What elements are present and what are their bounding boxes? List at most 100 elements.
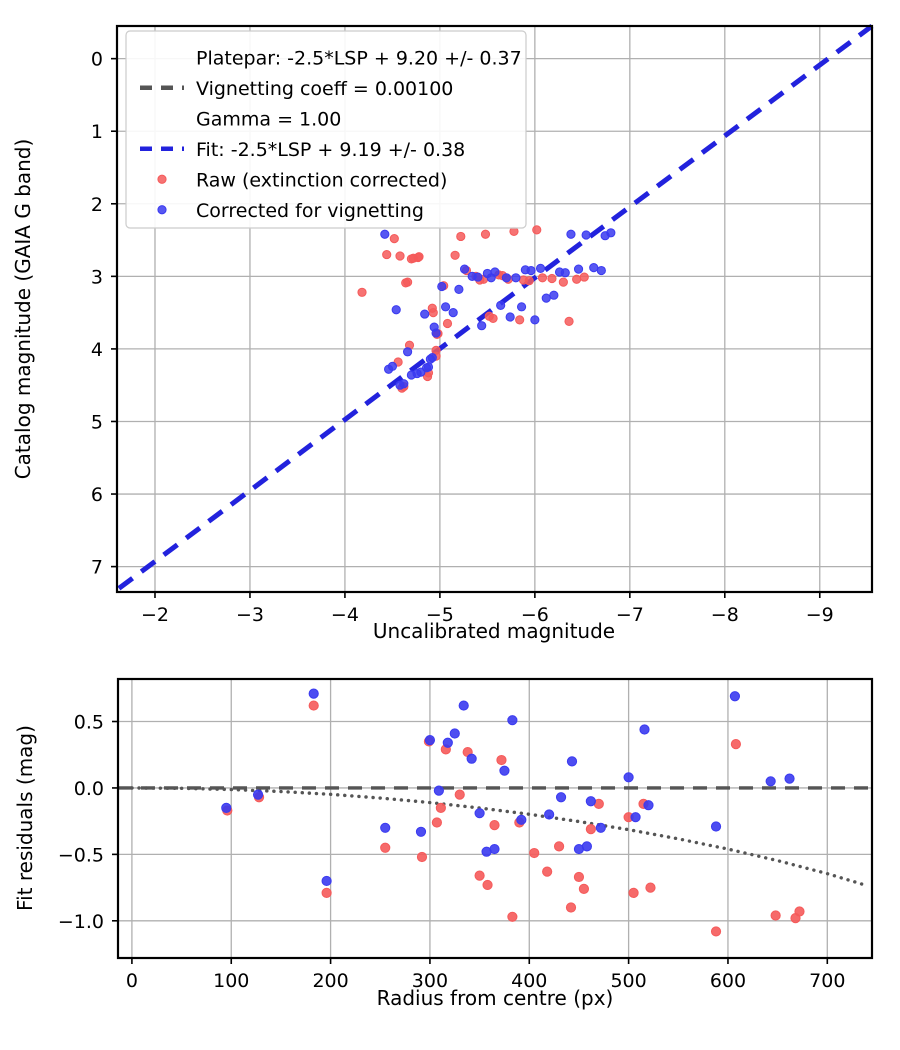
bottom-plot-svg: 0 100 200 300 400 500 600 700 0.5 0.0 −0.5 −1.0 Ra… [13, 677, 874, 1010]
scatter-point [424, 735, 436, 746]
scatter-point [454, 284, 464, 295]
scatter-point [628, 887, 639, 898]
scatter-point [535, 263, 546, 273]
bottom-x-tick-4: 400 [511, 970, 547, 992]
scatter-point [448, 308, 458, 318]
top-y-tick-3: 3 [91, 266, 103, 288]
scatter-point [403, 347, 413, 357]
bottom-plot-x-tick-labels: 0 100 200 300 400 500 600 700 [126, 970, 846, 992]
scatter-point [560, 268, 570, 278]
scatter-point [422, 371, 433, 382]
scatter-point [643, 800, 654, 811]
bottom-plot-y-axis-title: Fit residuals (mag) [13, 725, 37, 911]
scatter-point [433, 785, 444, 796]
bottom-panel-fit-residuals: 0 100 200 300 400 500 600 700 0.5 0.0 −0.5 −1.0 Ra… [0, 660, 900, 1050]
legend-label-4: Raw (extinction corrected) [196, 169, 447, 191]
scatter-point [566, 229, 576, 239]
scatter-point [415, 826, 427, 837]
scatter-point [555, 792, 567, 803]
scatter-point [459, 264, 470, 274]
scatter-point [308, 688, 319, 699]
bottom-vignetting-model-curve [130, 786, 869, 888]
bottom-series-raw [222, 700, 805, 937]
scatter-point [406, 370, 416, 380]
top-y-tick-0: 0 [91, 49, 103, 71]
scatter-point [490, 267, 500, 277]
top-x-tick-6: −8 [711, 604, 739, 626]
scatter-point [456, 231, 466, 242]
scatter-point [589, 263, 599, 273]
bottom-plot-y-tick-labels: 0.5 0.0 −0.5 −1.0 [58, 712, 104, 933]
scatter-point [710, 821, 722, 832]
scatter-point [480, 229, 491, 239]
scatter-point [729, 691, 741, 702]
legend-handle-marker-4 [157, 174, 167, 184]
bottom-y-tick-0: 0.5 [74, 712, 104, 734]
top-x-tick-0: −2 [141, 604, 169, 626]
scatter-point [532, 225, 542, 235]
scatter-point [730, 739, 742, 750]
scatter-point [581, 841, 592, 852]
scatter-point [221, 802, 232, 813]
scatter-point [435, 802, 446, 813]
scatter-point [516, 814, 527, 825]
bottom-plot-gridlines [118, 679, 872, 958]
scatter-point [431, 817, 442, 828]
scatter-point [507, 911, 518, 922]
legend-label-1: Vignetting coeff = 0.00100 [196, 78, 453, 100]
bottom-plot-x-axis-title: Radius from centre (px) [377, 986, 614, 1010]
scatter-point [380, 822, 391, 833]
scatter-point [389, 234, 399, 244]
top-plot-x-axis-title: Uncalibrated magnitude [373, 619, 615, 643]
scatter-point [537, 273, 548, 283]
scatter-point [380, 229, 390, 239]
scatter-point [645, 882, 656, 893]
scatter-point [501, 273, 511, 283]
scatter-point [401, 278, 411, 288]
top-plot-spines [115, 24, 874, 594]
scatter-point [437, 281, 447, 292]
scatter-point [606, 228, 616, 238]
scatter-point [395, 251, 405, 261]
scatter-point [564, 316, 574, 326]
bottom-plot-data-area [118, 688, 872, 937]
scatter-point [595, 822, 606, 833]
scatter-point [794, 906, 805, 917]
scatter-point [474, 870, 485, 881]
scatter-point [442, 737, 453, 748]
scatter-point [496, 300, 506, 310]
top-series-corrected [380, 228, 616, 390]
legend-handle-marker-5 [157, 205, 167, 215]
bottom-y-tick-3: −1.0 [58, 911, 104, 933]
scatter-point [529, 847, 540, 859]
top-plot-legend[interactable]: Platepar: -2.5*LSP + 9.20 +/- 0.37 Vignet… [125, 30, 527, 229]
top-x-tick-7: −9 [806, 604, 834, 626]
bottom-x-tick-3: 300 [412, 970, 448, 992]
scatter-point [516, 302, 527, 312]
scatter-point [440, 302, 451, 312]
top-x-tick-5: −7 [616, 604, 644, 626]
scatter-point [406, 254, 416, 264]
top-x-tick-3: −5 [426, 604, 454, 626]
scatter-point [507, 715, 518, 726]
top-plot-svg: −2 −3 −4 −5 −6 −7 −8 −9 0 1 2 3 4 5 6 7 Uncalibrated m… [11, 23, 874, 643]
scatter-point [321, 875, 332, 887]
scatter-point [544, 809, 555, 820]
scatter-point [454, 789, 465, 800]
scatter-point [549, 290, 559, 300]
scatter-point [252, 789, 264, 800]
top-y-tick-7: 7 [91, 557, 103, 579]
top-y-tick-1: 1 [91, 121, 103, 143]
bottom-x-tick-0: 0 [126, 970, 138, 992]
legend-background [125, 30, 527, 229]
scatter-point [558, 277, 568, 287]
bottom-x-tick-6: 600 [710, 970, 746, 992]
scatter-point [596, 265, 606, 276]
scatter-point [321, 887, 332, 898]
legend-label-0: Platepar: -2.5*LSP + 9.20 +/- 0.37 [196, 47, 522, 69]
scatter-point [526, 265, 536, 276]
top-fit-line [117, 23, 874, 591]
top-y-tick-4: 4 [91, 339, 103, 361]
legend-label-3: Fit: -2.5*LSP + 9.19 +/- 0.38 [196, 139, 465, 161]
scatter-point [391, 305, 401, 315]
